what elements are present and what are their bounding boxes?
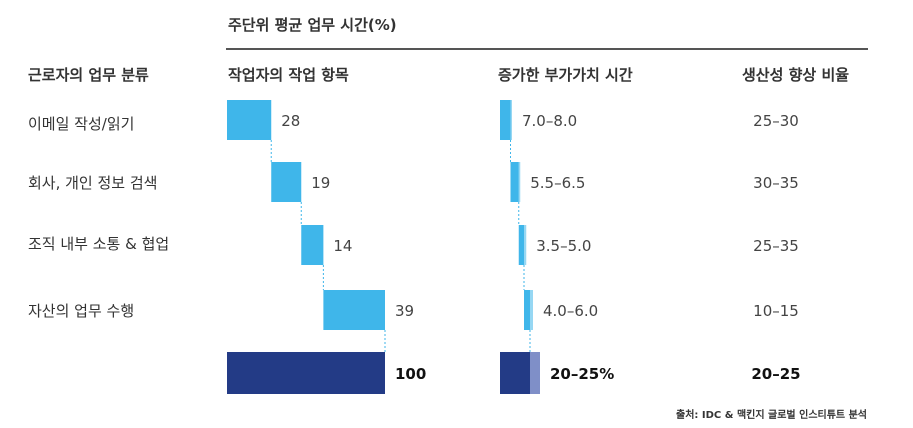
header-share: 작업자의 작업 항목 [228, 66, 349, 84]
header-productivity: 생산성 향상 비율 [742, 66, 850, 84]
hours-value-label: 5.5–6.5 [530, 174, 585, 192]
hours-total-bar-range [530, 352, 540, 394]
hours-bar-range [518, 162, 521, 202]
share-bar [227, 100, 272, 140]
hours-bar-range [524, 225, 527, 265]
share-value-label: 28 [281, 112, 300, 130]
productivity-value-label: 30–35 [753, 174, 799, 192]
productivity-value-label: 25–35 [753, 237, 799, 255]
category-label-tasks: 자산의 업무 수행 [28, 302, 135, 320]
hours-bar-range [510, 100, 512, 140]
header-hours: 증가한 부가가치 시간 [498, 66, 633, 84]
category-label-search: 회사, 개인 정보 검색 [28, 174, 158, 192]
productivity-total-label: 20–25 [751, 365, 800, 383]
hours-bar [510, 162, 519, 202]
hours-bar-range [530, 290, 533, 330]
hours-total-label: 20–25% [550, 365, 614, 383]
chart-title: 주단위 평균 업무 시간(%) [228, 16, 397, 34]
category-label-collab: 조직 내부 소통 & 협업 [28, 235, 170, 253]
category-label-email: 이메일 작성/읽기 [28, 115, 135, 133]
share-bar [301, 225, 324, 265]
share-value-label: 39 [395, 302, 414, 320]
hours-total-bar [500, 352, 530, 394]
share-value-label: 19 [311, 174, 330, 192]
header-category: 근로자의 업무 분류 [28, 66, 149, 84]
hours-bar [500, 100, 511, 140]
hours-bar [518, 225, 524, 265]
title-rule [226, 48, 868, 50]
hours-bar [524, 290, 530, 330]
hours-value-label: 3.5–5.0 [536, 237, 591, 255]
share-total-label: 100 [395, 365, 426, 383]
hours-value-label: 7.0–8.0 [522, 112, 577, 130]
share-bar [323, 290, 385, 330]
source-note: 출처: IDC & 맥킨지 글로벌 인스티튜트 분석 [676, 410, 867, 421]
hours-value-label: 4.0–6.0 [543, 302, 598, 320]
share-value-label: 14 [333, 237, 352, 255]
productivity-value-label: 10–15 [753, 302, 799, 320]
share-bar [271, 162, 302, 202]
share-total-bar [227, 352, 385, 394]
productivity-value-label: 25–30 [753, 112, 799, 130]
